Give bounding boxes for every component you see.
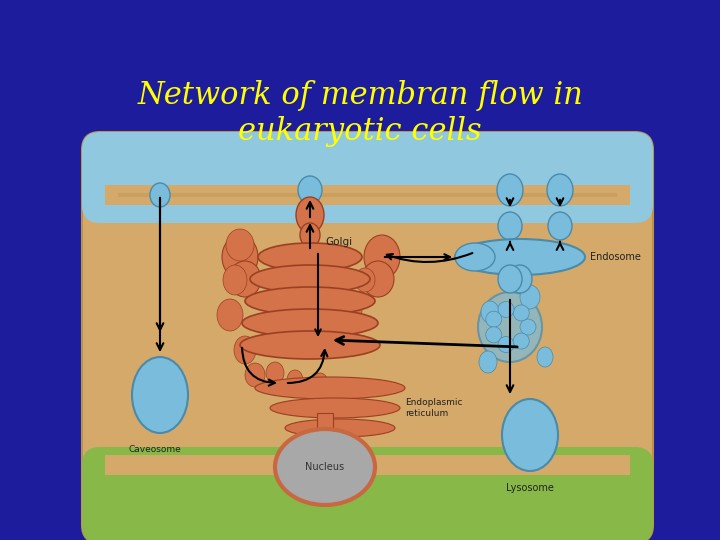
Ellipse shape [298,176,322,204]
Ellipse shape [229,261,261,297]
Ellipse shape [486,327,502,343]
Ellipse shape [547,174,573,206]
Ellipse shape [222,235,258,279]
FancyBboxPatch shape [82,447,653,540]
Ellipse shape [481,301,499,323]
Ellipse shape [520,285,540,309]
Ellipse shape [258,243,362,271]
Ellipse shape [508,265,532,293]
Ellipse shape [513,333,529,349]
Text: Endosome: Endosome [590,252,641,262]
Ellipse shape [364,235,400,279]
Ellipse shape [245,363,265,387]
Text: Golgi: Golgi [325,237,352,247]
Ellipse shape [234,336,256,364]
Ellipse shape [245,287,375,315]
Ellipse shape [548,212,572,240]
Ellipse shape [270,398,400,418]
Ellipse shape [502,399,558,471]
Ellipse shape [479,351,497,373]
Ellipse shape [537,347,553,367]
Text: Endoplasmic
reticulum: Endoplasmic reticulum [405,399,462,418]
FancyBboxPatch shape [82,132,653,223]
Ellipse shape [497,174,523,206]
Bar [105,455,630,475]
Ellipse shape [250,265,370,293]
Ellipse shape [285,419,395,437]
Ellipse shape [287,370,303,390]
Ellipse shape [498,212,522,240]
Ellipse shape [355,268,375,292]
Ellipse shape [255,377,405,399]
Ellipse shape [341,334,359,356]
FancyBboxPatch shape [82,132,653,540]
Text: Nucleus: Nucleus [305,462,345,472]
Ellipse shape [226,229,254,261]
Bar [317,413,333,448]
Ellipse shape [275,429,375,505]
Ellipse shape [266,362,284,384]
Ellipse shape [312,373,328,393]
Ellipse shape [486,311,502,327]
Text: Lysosome: Lysosome [506,483,554,493]
Ellipse shape [498,265,522,293]
Ellipse shape [513,305,529,321]
Text: Network of membran flow in
eukaryotic cells: Network of membran flow in eukaryotic ce… [137,80,583,147]
Ellipse shape [223,265,247,295]
Ellipse shape [338,296,362,324]
Ellipse shape [455,239,585,275]
Ellipse shape [242,309,378,337]
Ellipse shape [498,336,514,353]
Ellipse shape [362,261,394,297]
Ellipse shape [498,301,514,318]
Ellipse shape [132,357,188,433]
Ellipse shape [296,197,324,233]
Ellipse shape [520,319,536,335]
Bar [105,185,630,205]
Ellipse shape [217,299,243,331]
Ellipse shape [478,292,542,362]
Text: Caveosome: Caveosome [129,445,181,454]
Ellipse shape [300,223,320,247]
Ellipse shape [455,243,495,271]
Ellipse shape [240,331,380,359]
Ellipse shape [150,183,170,207]
